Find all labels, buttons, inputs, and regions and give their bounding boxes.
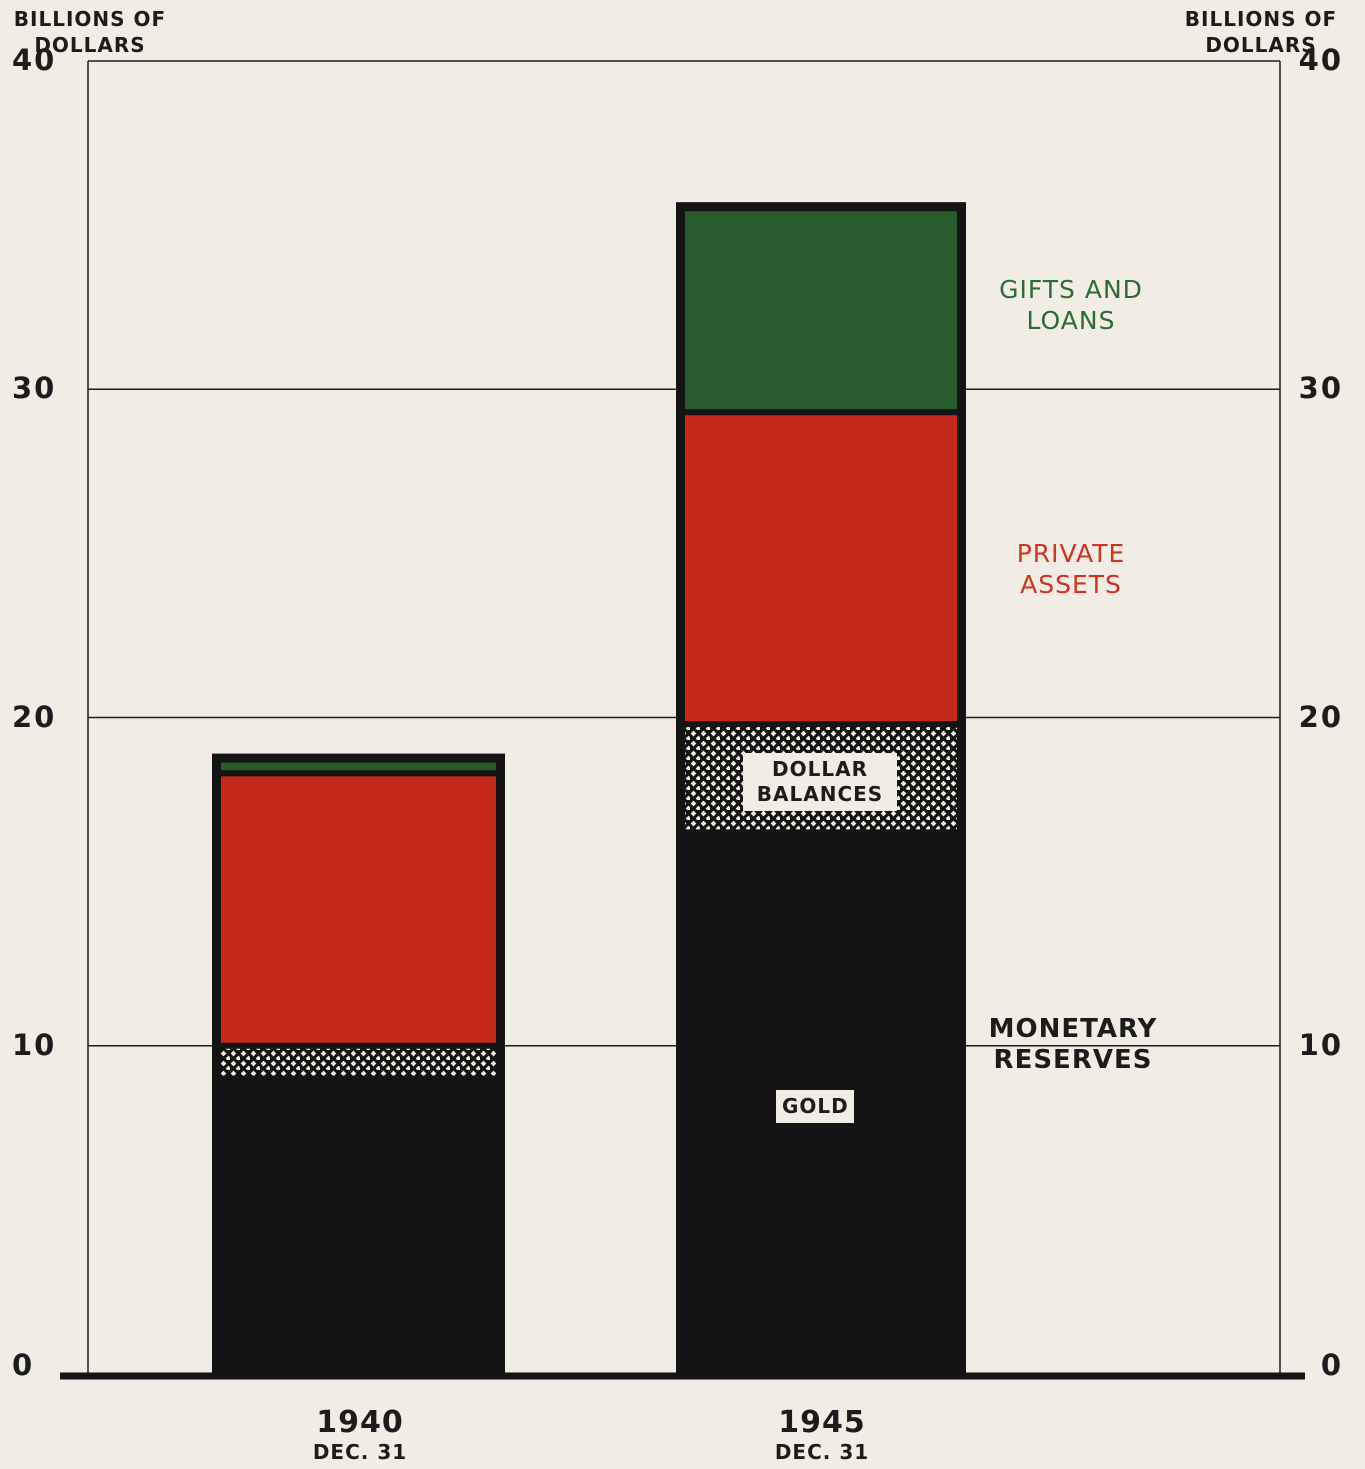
tick-label-right-10: 10 (1298, 1027, 1343, 1062)
left-axis-title: BILLIONS OF DOLLARS (13, 7, 167, 57)
right-axis-title: BILLIONS OF DOLLARS (1184, 7, 1338, 57)
bar-segment-private-assets-1 (685, 415, 957, 722)
tick-label-right-20: 20 (1298, 699, 1343, 734)
series-label-gifts-and-loans: GIFTS AND LOANS (999, 275, 1143, 335)
tick-label-left-40: 40 (12, 43, 57, 77)
category-year: 1945 (778, 1405, 866, 1440)
category-label-1945: 1945 DEC. 31 (722, 1405, 922, 1465)
tick-label-left-20: 20 (12, 699, 57, 734)
inner-label-dollar-balances: DOLLAR BALANCES (743, 753, 897, 811)
series-label-monetary-reserves: MONETARY RESERVES (988, 1014, 1158, 1075)
tick-label-right-0: 0 (1320, 1348, 1343, 1382)
category-date: DEC. 31 (312, 1440, 408, 1464)
category-label-1940: 1940 DEC. 31 (260, 1405, 460, 1465)
tick-label-left-0: 0 (12, 1348, 35, 1382)
tick-label-right-40: 40 (1298, 43, 1343, 77)
bar-segment-dollar-balances-0 (221, 1048, 496, 1076)
bar-segment-gifts-and-loans-0 (221, 762, 496, 771)
plot-frame (60, 60, 1305, 1380)
category-year: 1940 (316, 1405, 404, 1440)
category-date: DEC. 31 (774, 1440, 870, 1464)
series-label-private-assets: PRIVATE ASSETS (1016, 539, 1126, 599)
bar-segment-gifts-and-loans-1 (685, 211, 957, 410)
bars (212, 202, 966, 1375)
tick-label-left-30: 30 (12, 371, 57, 406)
inner-label-gold: GOLD (776, 1090, 854, 1123)
tick-label-left-10: 10 (12, 1027, 57, 1062)
bar-segment-private-assets-0 (221, 776, 496, 1043)
tick-label-right-30: 30 (1298, 371, 1343, 406)
